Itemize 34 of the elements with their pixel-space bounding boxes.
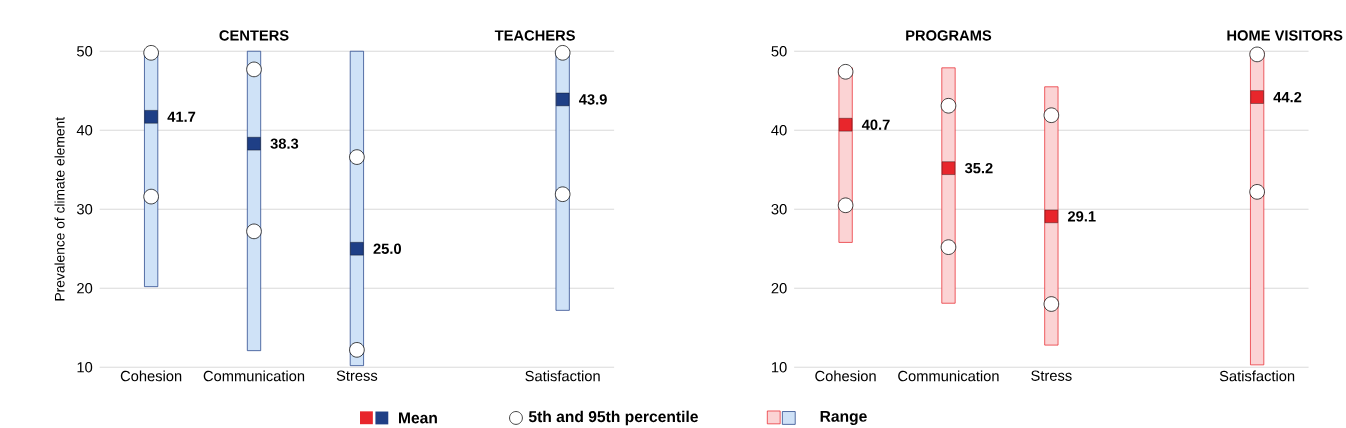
y-tick-label: 40 bbox=[76, 124, 93, 136]
y-tick-label: 30 bbox=[76, 203, 93, 215]
y-tick-label: 10 bbox=[772, 361, 787, 373]
data-label: 43.9 bbox=[578, 94, 607, 105]
x-tick-label: Satisfaction bbox=[525, 370, 600, 382]
data-label: 40.7 bbox=[861, 119, 890, 130]
y-tick-label: 50 bbox=[77, 45, 93, 57]
data-label: 29.1 bbox=[1067, 211, 1096, 222]
x-tick-label: Communication bbox=[203, 370, 305, 382]
y-tick-label: 20 bbox=[771, 282, 787, 294]
text: CENTERS bbox=[219, 30, 289, 41]
y-axis-title: Prevalence of climate element bbox=[54, 116, 65, 301]
x-tick-label: Satisfaction bbox=[1219, 370, 1295, 382]
text: TEACHERS bbox=[494, 30, 575, 41]
x-tick-label: Stress bbox=[1031, 370, 1072, 381]
y-tick-label: 30 bbox=[771, 203, 787, 215]
data-label: 35.2 bbox=[964, 162, 993, 174]
legend-label: 5th and 95th percentile bbox=[528, 410, 698, 426]
y-tick-label: 50 bbox=[771, 45, 787, 57]
x-tick-label: Cohesion bbox=[815, 370, 876, 382]
data-label: 38.3 bbox=[270, 138, 299, 149]
data-label: 41.7 bbox=[167, 111, 196, 122]
legend-label: Mean bbox=[399, 412, 437, 424]
y-tick-label: 10 bbox=[77, 361, 93, 373]
legend-label: Range bbox=[820, 410, 867, 425]
text: PROGRAMS bbox=[906, 30, 992, 41]
x-tick-label: Stress bbox=[336, 370, 378, 381]
data-label: 25.0 bbox=[373, 243, 401, 254]
data-label: 44.2 bbox=[1273, 91, 1302, 103]
y-tick-label: 20 bbox=[77, 282, 93, 294]
text: HOME VISITORS bbox=[1227, 30, 1343, 41]
x-tick-label: Cohesion bbox=[120, 370, 182, 382]
x-tick-label: Communication bbox=[898, 370, 999, 382]
y-tick-label: 40 bbox=[771, 124, 787, 136]
